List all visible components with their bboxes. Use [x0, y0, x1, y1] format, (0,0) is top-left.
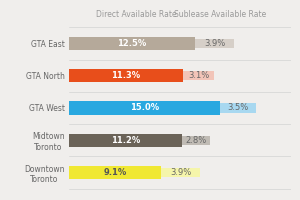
- Bar: [195, 39, 235, 48]
- Text: 3.9%: 3.9%: [204, 39, 225, 48]
- Bar: [183, 71, 214, 80]
- Bar: [220, 103, 256, 113]
- Bar: [69, 37, 195, 50]
- Bar: [69, 101, 220, 115]
- Text: 11.2%: 11.2%: [111, 136, 140, 145]
- Bar: [69, 69, 183, 82]
- Text: 12.5%: 12.5%: [117, 39, 147, 48]
- Text: 2.8%: 2.8%: [185, 136, 207, 145]
- Text: 11.3%: 11.3%: [112, 71, 141, 80]
- Text: Direct Available Rate: Direct Available Rate: [96, 10, 177, 19]
- Text: 3.5%: 3.5%: [227, 103, 249, 112]
- Text: 3.9%: 3.9%: [170, 168, 191, 177]
- Text: 15.0%: 15.0%: [130, 103, 159, 112]
- Bar: [69, 166, 161, 179]
- Text: 3.1%: 3.1%: [188, 71, 209, 80]
- Bar: [182, 136, 210, 145]
- Text: 9.1%: 9.1%: [103, 168, 127, 177]
- Bar: [161, 168, 200, 177]
- Bar: [69, 134, 182, 147]
- Text: Sublease Available Rate: Sublease Available Rate: [174, 10, 267, 19]
